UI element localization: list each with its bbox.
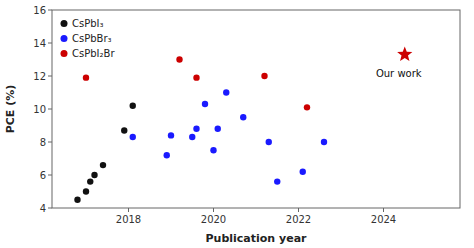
legend-label: CsPbI₃ — [72, 18, 104, 29]
scatter-point — [193, 74, 199, 80]
x-tick-label: 2024 — [371, 214, 396, 225]
scatter-point — [300, 169, 306, 175]
scatter-point — [202, 101, 208, 107]
plot-area — [74, 47, 412, 203]
scatter-point — [215, 126, 221, 132]
scatter-point — [193, 126, 199, 132]
scatter-point — [83, 74, 89, 80]
scatter-point — [223, 89, 229, 95]
scatter-point — [274, 178, 280, 184]
y-tick-label: 4 — [40, 203, 46, 214]
scatter-point — [240, 114, 246, 120]
y-tick — [48, 175, 52, 176]
y-tick — [48, 10, 52, 11]
legend-label: CsPbI₂Br — [72, 48, 115, 59]
scatter-point — [100, 162, 106, 168]
x-tick-label: 2022 — [286, 214, 311, 225]
y-tick — [48, 142, 52, 143]
y-tick — [48, 43, 52, 44]
scatter-point — [130, 103, 136, 109]
scatter-point — [266, 139, 272, 145]
scatter-point — [87, 178, 93, 184]
scatter-point — [304, 104, 310, 110]
scatter-point — [189, 134, 195, 140]
scatter-point — [121, 127, 127, 133]
legend: CsPbI₃ CsPbBr₃ CsPbI₂Br — [61, 18, 116, 59]
scatter-point — [321, 139, 327, 145]
legend-swatch — [61, 35, 68, 42]
x-tick-label: 2020 — [201, 214, 226, 225]
x-tick — [298, 208, 299, 212]
highlight-point — [397, 47, 412, 61]
legend-label: CsPbBr₃ — [72, 33, 112, 44]
y-tick-label: 10 — [33, 104, 46, 115]
x-tick-label: 2018 — [116, 214, 141, 225]
x-tick — [213, 208, 214, 212]
y-tick — [48, 109, 52, 110]
scatter-point — [83, 188, 89, 194]
scatter-point — [168, 132, 174, 138]
plot-frame — [52, 10, 460, 208]
scatter-point — [91, 172, 97, 178]
y-tick-label: 12 — [33, 71, 46, 82]
y-tick — [48, 208, 52, 209]
annotation: Our work — [376, 68, 422, 79]
legend-swatch — [61, 20, 68, 27]
scatter-point — [261, 73, 267, 79]
x-tick — [128, 208, 129, 212]
y-tick-label: 6 — [40, 170, 46, 181]
scatter-point — [164, 152, 170, 158]
y-tick-label: 8 — [40, 137, 46, 148]
x-axis-label: Publication year — [206, 232, 308, 245]
y-tick-label: 14 — [33, 38, 46, 49]
scatter-point — [74, 197, 80, 203]
chart: 2018 2020 2022 2024 4 6 8 10 12 14 16 Publication y… — [0, 0, 474, 248]
legend-swatch — [61, 50, 68, 57]
y-axis-label: PCE (%) — [4, 85, 17, 134]
scatter-point — [176, 56, 182, 62]
scatter-point — [210, 147, 216, 153]
x-tick — [383, 208, 384, 212]
y-tick-label: 16 — [33, 5, 46, 16]
y-tick — [48, 76, 52, 77]
scatter-point — [130, 134, 136, 140]
